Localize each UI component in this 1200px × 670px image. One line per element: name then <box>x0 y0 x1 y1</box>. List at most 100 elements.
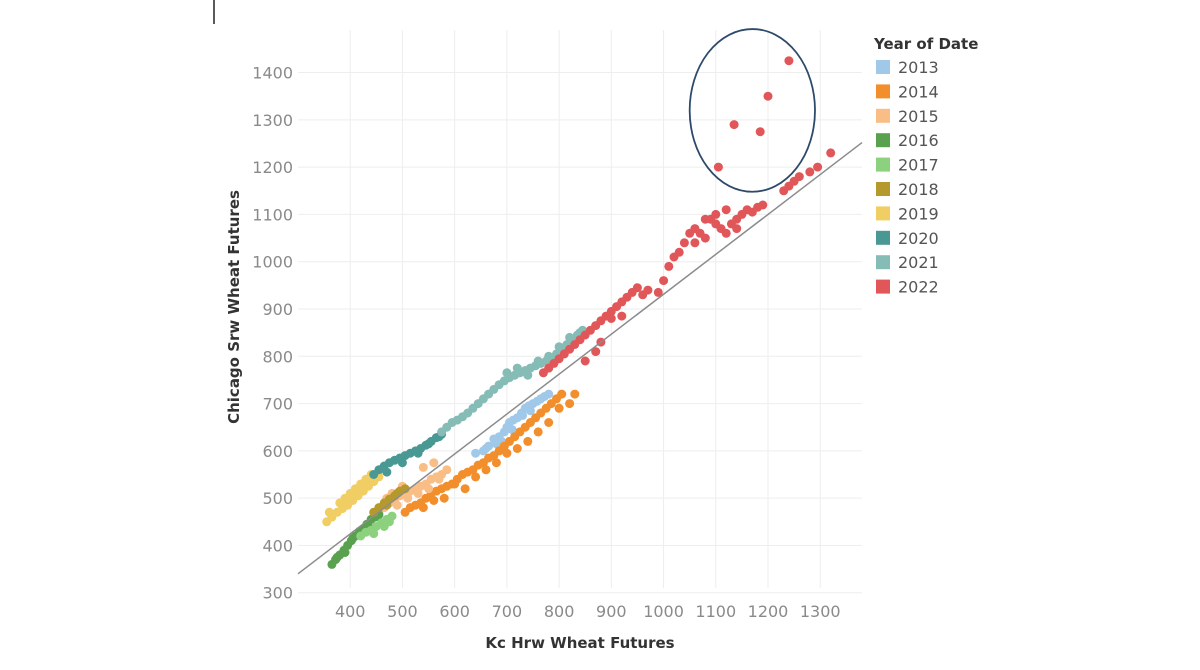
trend-line-group <box>297 141 863 575</box>
data-point <box>413 448 423 458</box>
data-point <box>674 247 684 257</box>
data-point <box>758 200 768 210</box>
data-point <box>324 507 334 517</box>
legend-swatch <box>876 182 890 196</box>
data-point <box>659 276 669 286</box>
data-point <box>397 458 407 468</box>
y-tick-label: 900 <box>262 300 293 319</box>
x-axis-title: Kc Hrw Wheat Futures <box>485 634 674 652</box>
x-tick-label: 900 <box>596 602 627 621</box>
data-point <box>565 399 575 409</box>
series-2016 <box>327 510 384 569</box>
data-point <box>361 474 371 484</box>
legend-label: 2014 <box>898 82 939 101</box>
data-point <box>813 162 823 172</box>
data-point <box>643 285 653 295</box>
highlight-ellipse <box>688 28 816 193</box>
data-point <box>429 496 439 505</box>
data-point <box>418 503 428 513</box>
data-point <box>544 389 554 399</box>
data-point <box>826 148 836 158</box>
data-point <box>424 484 434 494</box>
data-point <box>460 484 470 494</box>
data-point <box>763 91 773 101</box>
data-point <box>533 356 543 366</box>
legend-swatch <box>876 206 890 221</box>
data-point <box>502 368 512 378</box>
data-point <box>565 332 575 342</box>
data-point <box>429 458 439 468</box>
data-point <box>340 493 350 503</box>
data-point <box>491 458 501 468</box>
data-point <box>507 425 517 435</box>
data-point <box>653 287 663 297</box>
data-point <box>369 529 379 539</box>
data-point <box>512 363 522 373</box>
x-tick-label: 1300 <box>800 602 841 621</box>
legend-label: 2015 <box>898 107 939 126</box>
data-point <box>392 488 402 498</box>
y-tick-label: 1100 <box>252 205 293 224</box>
legend-label: 2019 <box>898 204 939 223</box>
legend-swatch <box>876 230 890 245</box>
data-point <box>523 370 533 380</box>
legend-swatch <box>876 255 890 270</box>
data-point <box>755 127 765 137</box>
y-tick-label: 1400 <box>252 64 293 83</box>
data-point <box>481 465 491 475</box>
data-point <box>382 467 392 477</box>
data-point <box>502 448 512 458</box>
data-point <box>700 214 710 224</box>
data-point <box>729 120 739 130</box>
series-2013 <box>471 389 554 458</box>
axes: 400 500 600 700 800 900 1000 1100 1200 1300 300 400… <box>252 64 840 621</box>
legend-label: 2016 <box>898 131 939 150</box>
legend-label: 2021 <box>898 253 939 272</box>
data-point <box>348 533 358 543</box>
data-point <box>350 484 360 494</box>
grid-lines <box>298 30 862 594</box>
data-point <box>392 500 402 510</box>
data-point <box>434 474 444 484</box>
y-axis-title: Chicago Srw Wheat Futures <box>225 190 243 424</box>
legend-swatch <box>876 157 890 172</box>
y-tick-label: 1300 <box>252 111 293 130</box>
data-point <box>403 493 413 503</box>
data-point <box>632 283 642 293</box>
data-point <box>439 493 449 503</box>
data-point <box>471 472 481 482</box>
data-point <box>721 205 731 215</box>
data-point <box>617 311 627 321</box>
x-tick-label: 500 <box>387 602 418 621</box>
legend-swatch <box>876 60 890 74</box>
series-2020 <box>369 429 447 479</box>
data-point <box>591 347 601 357</box>
x-tick-label: 400 <box>335 602 366 621</box>
data-point <box>518 410 528 420</box>
legend-swatch <box>876 133 890 148</box>
series-2014 <box>400 389 580 517</box>
x-tick-label: 1200 <box>748 602 789 621</box>
x-tick-label: 700 <box>492 602 523 621</box>
data-point <box>664 261 674 271</box>
data-point <box>471 448 481 458</box>
data-point <box>679 238 689 248</box>
data-point <box>418 462 428 472</box>
data-point <box>606 314 616 323</box>
data-point <box>533 427 543 437</box>
data-point <box>721 228 731 238</box>
data-point <box>784 56 794 66</box>
y-tick-label: 1200 <box>252 158 293 177</box>
data-point <box>557 389 567 399</box>
data-point <box>523 436 533 446</box>
data-point <box>525 406 535 416</box>
series-2021 <box>437 325 588 437</box>
legend-swatch <box>876 279 890 294</box>
data-points <box>322 56 836 569</box>
data-point <box>544 351 554 361</box>
x-tick-label: 1100 <box>695 602 736 621</box>
data-point <box>481 444 491 453</box>
data-point <box>700 233 710 243</box>
data-point <box>711 209 721 219</box>
annotation-group <box>688 28 816 193</box>
